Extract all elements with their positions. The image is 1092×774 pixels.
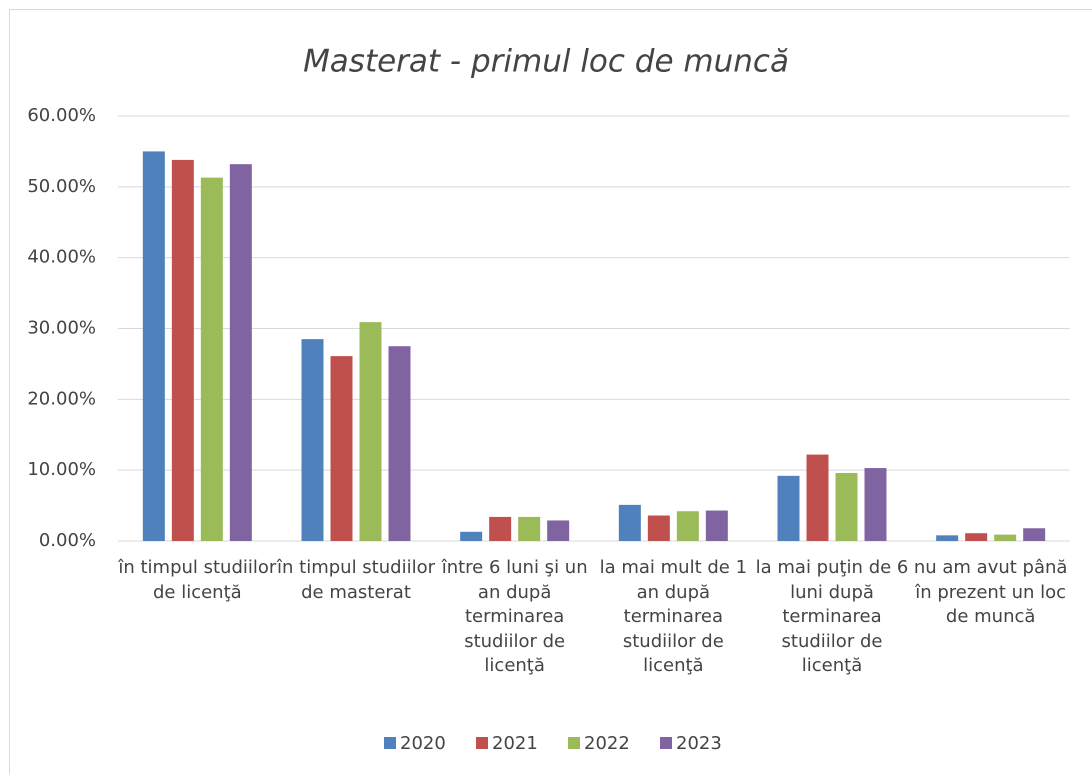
bar — [330, 356, 353, 541]
legend-swatch — [384, 737, 396, 749]
bar — [301, 339, 324, 541]
bar — [359, 322, 382, 541]
x-tick-label: între 6 luni şi un an după terminarea st… — [441, 557, 588, 676]
x-tick-label: la mai mult de 1 an după terminarea stud… — [599, 557, 748, 676]
bar — [171, 159, 194, 541]
bar — [547, 520, 570, 541]
bar — [618, 504, 641, 541]
bar — [994, 534, 1017, 541]
y-tick-label: 10.00% — [27, 459, 96, 480]
bar — [936, 535, 959, 541]
legend-swatch — [568, 737, 580, 749]
legend-label: 2022 — [584, 733, 630, 754]
legend-swatch — [476, 737, 488, 749]
legend-label: 2023 — [676, 733, 722, 754]
bar — [864, 468, 887, 541]
bar — [647, 515, 670, 541]
bar — [1023, 528, 1046, 541]
y-tick-label: 60.00% — [27, 105, 96, 126]
bar — [142, 151, 165, 541]
bar — [835, 473, 858, 541]
legend-label: 2021 — [492, 733, 538, 754]
y-tick-label: 30.00% — [27, 318, 96, 339]
bar — [518, 516, 541, 541]
bar — [806, 454, 829, 541]
legend-swatch — [660, 737, 672, 749]
bar — [200, 177, 223, 541]
x-tick-label: nu am avut până în prezent un loc de mun… — [913, 557, 1068, 627]
bar — [676, 511, 699, 541]
bar — [460, 531, 483, 541]
y-tick-label: 50.00% — [27, 176, 96, 197]
bar — [489, 516, 512, 541]
x-tick-label: în timpul studiilor de licenţă — [118, 557, 277, 603]
legend-label: 2020 — [400, 733, 446, 754]
y-tick-label: 0.00% — [39, 530, 96, 551]
bar — [229, 164, 252, 541]
y-tick-label: 20.00% — [27, 388, 96, 409]
y-tick-label: 40.00% — [27, 247, 96, 268]
bar — [705, 510, 728, 541]
x-tick-label: la mai puţin de 6 luni după terminarea s… — [755, 557, 909, 676]
bar — [777, 475, 800, 541]
x-tick-label: în timpul studiilor de masterat — [277, 557, 435, 603]
bar — [388, 346, 411, 541]
bar — [965, 533, 988, 541]
chart-title: Masterat - primul loc de muncă — [303, 44, 789, 80]
